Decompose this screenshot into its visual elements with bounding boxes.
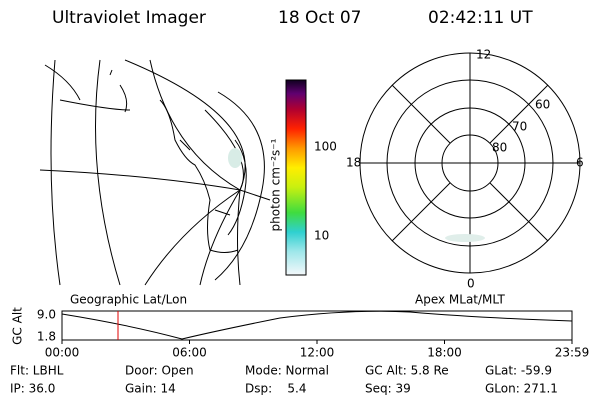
aurora-patch xyxy=(445,234,485,242)
orbit-y-tick: 1.8 xyxy=(37,330,56,344)
status-field: Dsp: 5.4 xyxy=(245,382,307,396)
x-tick-label: 23:59 xyxy=(555,346,590,360)
orbit-right-title: Apex MLat/MLT xyxy=(415,293,505,307)
orbit-y-tick: 9.0 xyxy=(37,308,56,322)
status-field: GLon: 271.1 xyxy=(485,382,558,396)
x-tick-label: 00:00 xyxy=(45,346,80,360)
x-tick-label: 18:00 xyxy=(427,346,462,360)
aurora-patch xyxy=(228,148,242,168)
status-field: Door: Open xyxy=(125,364,194,378)
mlat-label: 60 xyxy=(535,98,550,112)
mlt-label: 12 xyxy=(476,48,491,62)
title: Ultraviolet Imager xyxy=(52,8,206,28)
orbit-y-label: GC Alt xyxy=(11,307,25,345)
map-grid xyxy=(39,59,271,286)
colorbar-label: photon cm⁻²s⁻¹ xyxy=(269,138,283,231)
status-field: GLat: -59.9 xyxy=(485,364,552,378)
status-field: GC Alt: 5.8 Re xyxy=(365,364,449,378)
status-field: Seq: 39 xyxy=(365,382,411,396)
mlat-label: 70 xyxy=(512,120,527,134)
x-tick-label: 12:00 xyxy=(300,346,335,360)
date: 18 Oct 07 xyxy=(278,8,361,28)
status-field: Flt: LBHL xyxy=(10,364,64,378)
altitude-curve xyxy=(61,310,573,340)
mlat-label: 80 xyxy=(492,141,507,155)
status-field: IP: 36.0 xyxy=(10,382,55,396)
time: 02:42:11 UT xyxy=(428,8,533,28)
status-field: Gain: 14 xyxy=(125,382,176,396)
colorbar-tick: 10 xyxy=(314,229,329,243)
mlt-label: 0 xyxy=(467,277,475,291)
colorbar xyxy=(285,79,307,276)
mlt-label: 18 xyxy=(346,156,361,170)
orbit-left-title: Geographic Lat/Lon xyxy=(70,293,187,307)
colorbar-tick: 100 xyxy=(314,140,337,154)
x-tick-label: 06:00 xyxy=(172,346,207,360)
mlt-label: 6 xyxy=(576,156,584,170)
status-field: Mode: Normal xyxy=(245,364,329,378)
